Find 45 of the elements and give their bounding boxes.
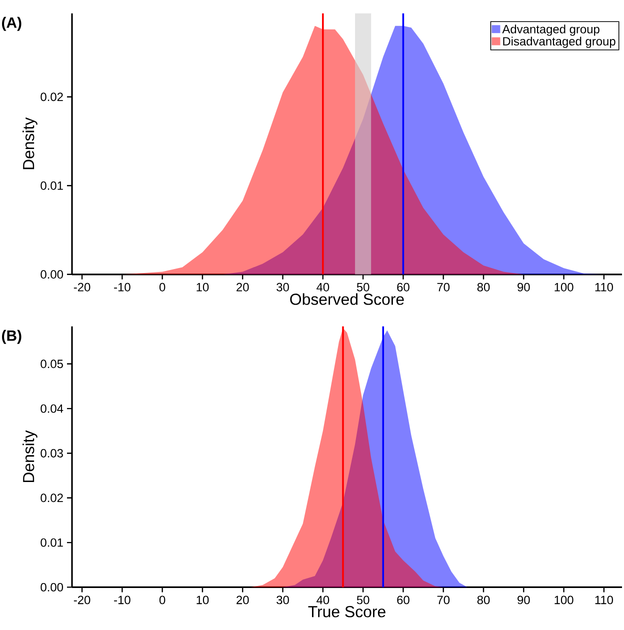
- y-tick-label: 0.05: [40, 360, 63, 368]
- y-tick-label: 0.02: [40, 92, 63, 102]
- x-tick-label: 10: [196, 596, 209, 604]
- x-tick-label: 50: [356, 282, 370, 292]
- x-axis-title: True Score: [308, 606, 386, 618]
- y-tick-label: 0.00: [40, 582, 64, 592]
- x-tick-label: 10: [196, 282, 209, 292]
- x-tick-label: 80: [477, 282, 490, 292]
- legend-label: Disadvantaged group: [503, 36, 616, 48]
- y-tick-label: 0.01: [40, 538, 63, 547]
- x-tick-label: 40: [316, 596, 330, 604]
- legend-label: Advantaged group: [502, 24, 600, 36]
- x-tick-label: 60: [397, 596, 410, 604]
- x-tick-label: 100: [554, 282, 574, 292]
- x-tick-label: 0: [159, 596, 166, 604]
- y-tick-label: 0.04: [40, 404, 64, 413]
- x-tick-label: 110: [595, 596, 614, 604]
- x-tick-label: 30: [276, 282, 289, 292]
- x-tick-label: -10: [114, 282, 130, 292]
- x-tick-label: -20: [74, 282, 90, 292]
- x-tick-label: 70: [437, 282, 450, 292]
- chart-title: (A): [2, 16, 22, 31]
- x-tick-label: 0: [159, 282, 166, 292]
- x-tick-label: 60: [397, 282, 410, 292]
- y-axis-title: Density: [22, 117, 38, 170]
- x-tick-label: 80: [477, 596, 490, 604]
- y-axis-title: Density: [22, 430, 38, 482]
- y-tick-label: 0.02: [40, 494, 63, 502]
- x-tick-label: 100: [554, 596, 574, 604]
- y-tick-label: 0.00: [40, 270, 64, 279]
- x-tick-label: -10: [114, 596, 130, 604]
- x-tick-label: 50: [356, 596, 370, 604]
- y-tick-label: 0.03: [40, 448, 63, 458]
- chart-title: (B): [2, 330, 22, 344]
- x-tick-label: 90: [518, 596, 530, 604]
- x-tick-label: -20: [74, 596, 90, 604]
- x-tick-label: 90: [518, 282, 530, 292]
- x-axis-title: Observed Score: [290, 293, 404, 305]
- y-tick-label: 0.01: [40, 181, 63, 190]
- x-tick-label: 20: [236, 596, 249, 604]
- x-tick-label: 40: [316, 282, 330, 292]
- x-tick-label: 110: [595, 282, 614, 292]
- x-tick-label: 20: [236, 282, 249, 292]
- x-tick-label: 30: [276, 596, 289, 604]
- x-tick-label: 70: [437, 596, 450, 604]
